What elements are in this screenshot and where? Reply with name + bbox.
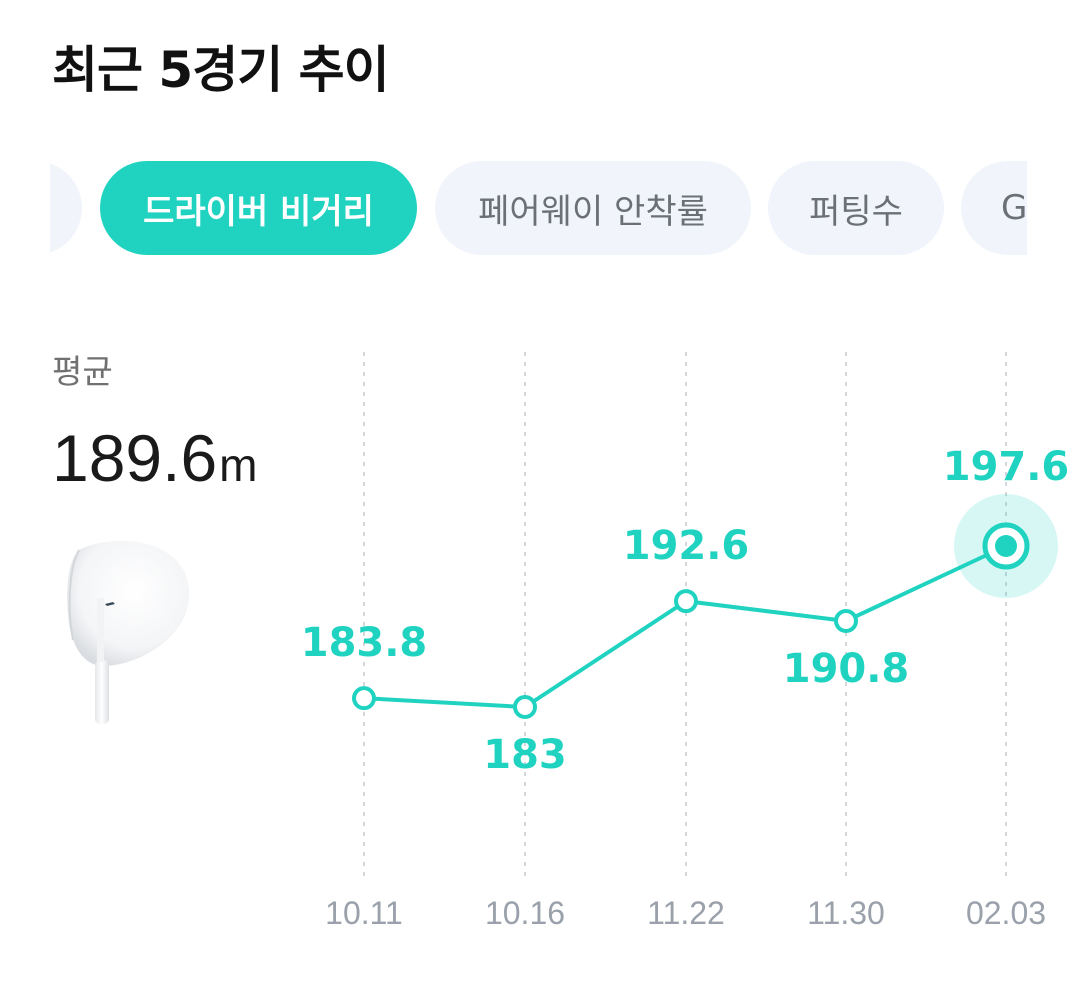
data-value-label: 183: [483, 732, 567, 778]
data-point[interactable]: [352, 686, 376, 711]
data-point[interactable]: [513, 695, 537, 719]
average-value: 189.6m: [52, 420, 258, 496]
average-unit: m: [219, 439, 258, 491]
tab-putts[interactable]: 퍼팅수: [768, 161, 944, 255]
data-point-highlight-dot: [995, 535, 1017, 557]
data-point[interactable]: [834, 608, 858, 633]
driver-club-icon: [67, 540, 190, 724]
metric-tab-bar: 드라이버 비거리 페어웨이 안착률 퍼팅수 G: [50, 161, 1027, 255]
x-tick-label: 10.11: [325, 895, 403, 931]
data-value-label: 190.8: [783, 646, 910, 692]
average-label: 평균: [52, 352, 113, 391]
page-title: 최근 5경기 추이: [52, 41, 390, 99]
data-value-label: 192.6: [623, 523, 750, 569]
tab-driver-distance[interactable]: 드라이버 비거리: [100, 161, 417, 255]
x-tick-label: 02.03: [966, 895, 1046, 931]
golf-driver-club-image: [55, 528, 217, 726]
data-value-label: 183.8: [301, 620, 428, 666]
x-tick-label: 10.16: [485, 895, 565, 931]
tab-fairway-accuracy[interactable]: 페어웨이 안착률: [435, 161, 751, 255]
average-number: 189.6: [52, 421, 218, 495]
x-tick-label: 11.30: [807, 895, 885, 931]
data-point[interactable]: [674, 589, 698, 614]
x-tick-label: 11.22: [647, 895, 725, 931]
tab-next[interactable]: G: [961, 161, 1027, 255]
data-value-label: 197.6: [943, 444, 1070, 490]
